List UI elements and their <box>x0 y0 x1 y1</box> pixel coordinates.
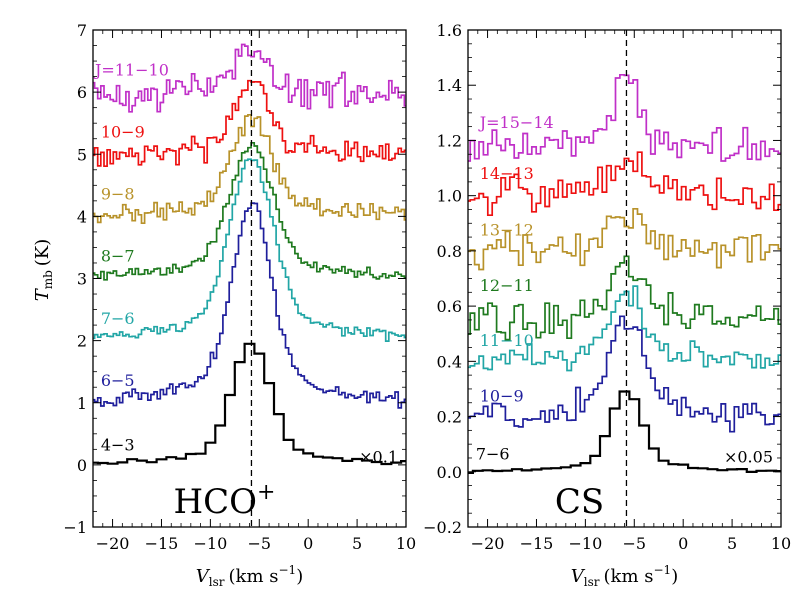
spectrum-line-5 <box>93 79 406 168</box>
spectrum-line-1 <box>468 315 781 433</box>
y-tick-label: 2 <box>77 332 87 351</box>
y-tick-label: 1.2 <box>437 131 462 150</box>
spectrum-line-6 <box>468 73 781 162</box>
x-axis-label-exp: −1 <box>653 563 671 577</box>
y-tick-label: 1.0 <box>437 187 462 206</box>
x-tick-label: 5 <box>352 534 362 553</box>
series-label-2: 7−6 <box>101 309 135 328</box>
y-tick-label: 1.4 <box>437 76 462 95</box>
x-tick-label: −20 <box>96 534 130 553</box>
y-tick-label: 1 <box>77 394 87 413</box>
spectrum-line-6 <box>93 43 406 113</box>
series-label-4: 9−8 <box>101 185 135 204</box>
panel-title: CS <box>555 482 604 522</box>
x-tick-label: −10 <box>193 534 227 553</box>
x-tick-label: 5 <box>727 534 737 553</box>
spectrum-line-2 <box>93 158 406 342</box>
series-label-5: 14−13 <box>480 164 534 183</box>
x-tick-label: 10 <box>396 534 416 553</box>
panel-title-main: CS <box>555 482 604 522</box>
x-tick-label: −5 <box>622 534 646 553</box>
y-tick-label: 4 <box>77 207 87 226</box>
panel-title-main: HCO <box>174 482 258 522</box>
spectrum-line-3 <box>93 141 406 281</box>
y-tick-label: 0.4 <box>437 352 462 371</box>
x-axis-label-unit: (km s <box>229 566 279 587</box>
spectrum-line-0 <box>468 390 781 474</box>
y-tick-label: 0.8 <box>437 242 462 261</box>
x-axis-label-exp: −1 <box>278 563 296 577</box>
x-tick-label: 10 <box>771 534 791 553</box>
series-label-6: J=15−14 <box>478 113 554 132</box>
y-tick-label: −1 <box>63 518 87 537</box>
y-tick-label: 0.6 <box>437 297 462 316</box>
spectrum-line-0 <box>93 342 406 466</box>
y-tick-label: 1.6 <box>437 21 462 40</box>
series-label-5: 10−9 <box>101 122 145 141</box>
series-label-3: 8−7 <box>101 247 135 266</box>
y-tick-label: 3 <box>77 270 87 289</box>
x-tick-label: 0 <box>678 534 688 553</box>
x-tick-label: −5 <box>247 534 271 553</box>
series-label-0: 4−3 <box>101 436 135 455</box>
y-tick-label: 6 <box>77 83 87 102</box>
x-axis-label-close: ) <box>671 566 678 587</box>
panel-title-superscript: + <box>257 480 275 505</box>
x-axis-label-unit: (km s <box>604 566 654 587</box>
series-label-3: 12−11 <box>480 276 534 295</box>
spectrum-line-2 <box>468 285 781 372</box>
y-tick-label: 7 <box>77 21 87 40</box>
x-axis-label: Vlsr (km s−1) <box>196 563 303 589</box>
y-tick-label: 0.2 <box>437 408 462 427</box>
x-axis-label-main: V <box>571 566 586 587</box>
panel-title: HCO+ <box>174 480 276 522</box>
x-tick-label: −15 <box>520 534 554 553</box>
scale-factor-note: ×0.1 <box>359 447 398 466</box>
y-tick-label: 0.0 <box>437 463 462 482</box>
x-tick-label: −20 <box>471 534 505 553</box>
x-axis-label-sub: lsr <box>584 575 600 589</box>
series-label-0: 7−6 <box>476 444 510 463</box>
x-axis-label-main: V <box>196 566 211 587</box>
spectrum-line-4 <box>468 207 781 271</box>
spectrum-line-4 <box>93 113 406 225</box>
x-tick-label: −10 <box>568 534 602 553</box>
series-label-6: J=11−10 <box>93 60 169 79</box>
spectrum-line-3 <box>468 255 781 341</box>
y-tick-label: −0.2 <box>423 518 462 537</box>
spectrum-line-5 <box>468 151 781 217</box>
y-tick-label: 0 <box>77 456 87 475</box>
x-tick-label: 0 <box>303 534 313 553</box>
series-label-4: 13−12 <box>480 221 534 240</box>
shared-y-axis-label: Tmb(K) <box>32 239 55 302</box>
series-label-1: 10−9 <box>480 386 524 405</box>
x-axis-label-sub: lsr <box>209 575 225 589</box>
x-axis-label: Vlsr (km s−1) <box>571 563 678 589</box>
scale-factor-note: ×0.05 <box>724 447 773 466</box>
x-axis-label-close: ) <box>296 566 303 587</box>
series-label-1: 6−5 <box>101 371 135 390</box>
hco-plus-panel: 4−36−57−68−79−810−9J=11−10−20 −15 −10 −5 0 5 1… <box>63 21 416 589</box>
x-tick-label: −15 <box>145 534 179 553</box>
spectrum-line-1 <box>93 202 406 409</box>
series-label-2: 11−10 <box>480 331 534 350</box>
y-tick-label: 5 <box>77 145 87 164</box>
